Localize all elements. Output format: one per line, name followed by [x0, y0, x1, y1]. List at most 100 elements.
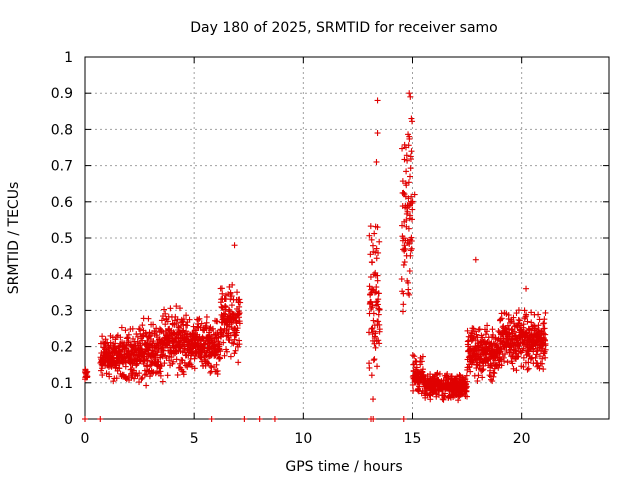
data-point — [515, 353, 522, 360]
data-point — [234, 325, 241, 332]
data-point — [403, 182, 410, 189]
data-point — [370, 310, 377, 317]
data-point — [237, 299, 244, 306]
data-point — [366, 283, 373, 290]
data-point — [369, 259, 376, 266]
data-point — [482, 331, 489, 338]
data-point — [470, 325, 477, 332]
data-point — [520, 354, 527, 361]
data-point — [427, 371, 434, 378]
data-point — [510, 365, 517, 372]
data-point — [532, 325, 539, 332]
data-point — [472, 256, 479, 263]
data-point — [226, 323, 233, 330]
data-point — [375, 337, 382, 344]
data-point — [99, 333, 106, 340]
data-point — [409, 206, 416, 213]
data-point — [211, 352, 218, 359]
data-point — [232, 347, 239, 354]
data-point — [366, 232, 373, 239]
data-point — [409, 352, 416, 359]
data-point — [207, 362, 214, 369]
data-point — [426, 391, 433, 398]
data-point — [110, 378, 117, 385]
data-point — [374, 224, 381, 231]
data-point — [198, 320, 205, 327]
y-tick-label: 0.2 — [51, 340, 73, 356]
data-point — [444, 371, 451, 378]
data-point — [409, 216, 416, 223]
data-point — [522, 314, 529, 321]
data-point — [372, 344, 379, 351]
chart-title: Day 180 of 2025, SRMTID for receiver sam… — [190, 20, 498, 36]
data-point — [139, 374, 146, 381]
data-point — [495, 328, 502, 335]
data-point-zero — [82, 416, 88, 422]
data-point — [213, 361, 220, 368]
data-point — [141, 371, 148, 378]
data-point — [374, 277, 381, 284]
data-point — [535, 311, 542, 318]
data-point — [530, 345, 537, 352]
data-point-zero — [208, 416, 215, 422]
data-point — [223, 348, 230, 355]
data-point — [399, 222, 406, 229]
data-point — [205, 332, 212, 339]
data-point — [542, 354, 549, 361]
data-point — [167, 305, 174, 312]
data-point — [221, 352, 228, 359]
data-point — [497, 316, 504, 323]
data-point — [536, 365, 543, 372]
data-point — [440, 396, 447, 403]
data-point — [186, 316, 193, 323]
data-point — [541, 316, 548, 323]
data-point — [222, 304, 229, 311]
data-point — [203, 319, 210, 326]
data-point — [210, 325, 217, 332]
data-point — [166, 357, 173, 364]
data-point — [235, 359, 242, 366]
data-point — [399, 308, 406, 315]
data-point — [220, 339, 227, 346]
data-point — [106, 373, 113, 380]
data-point — [516, 317, 523, 324]
data-point — [539, 355, 546, 362]
data-point — [182, 362, 189, 369]
data-point — [216, 341, 223, 348]
data-point — [227, 353, 234, 360]
y-tick-label: 0.5 — [51, 231, 73, 247]
data-point — [504, 359, 511, 366]
data-point — [408, 148, 415, 155]
data-point — [374, 97, 381, 104]
data-point — [406, 90, 413, 97]
data-point — [520, 345, 527, 352]
data-point — [375, 318, 382, 325]
data-point — [217, 326, 224, 333]
data-point — [235, 314, 242, 321]
data-point — [464, 393, 471, 400]
data-point — [523, 330, 530, 337]
data-point — [476, 326, 483, 333]
data-point — [222, 302, 229, 309]
data-point — [515, 307, 522, 314]
data-point — [524, 366, 531, 373]
data-point — [479, 367, 486, 374]
data-point — [230, 340, 237, 347]
x-tick-label: 10 — [294, 431, 312, 447]
data-point — [498, 362, 505, 369]
data-point — [523, 285, 530, 292]
data-point — [401, 191, 408, 198]
data-point — [464, 327, 471, 334]
data-point — [406, 291, 413, 298]
data-point — [516, 343, 523, 350]
x-tick-label: 0 — [81, 431, 90, 447]
data-point — [176, 305, 183, 312]
data-point — [234, 343, 241, 350]
data-point — [125, 331, 132, 338]
data-point — [217, 355, 224, 362]
y-tick-label: 0.1 — [51, 376, 73, 392]
data-point — [161, 360, 168, 367]
data-point — [473, 331, 480, 338]
data-point — [542, 309, 549, 316]
